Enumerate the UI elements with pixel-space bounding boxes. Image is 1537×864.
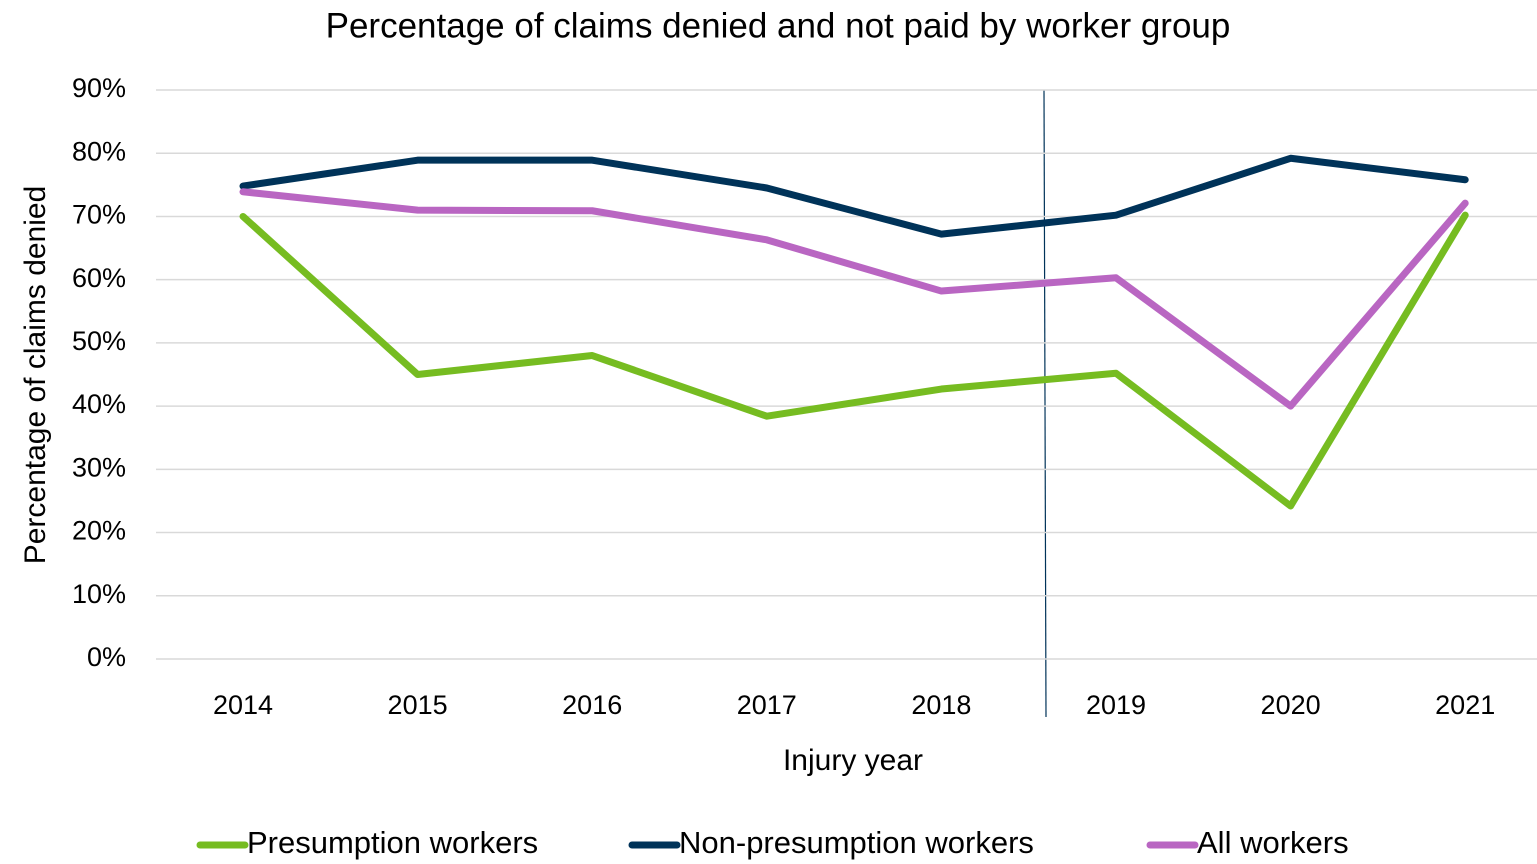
x-tick-label: 2021 xyxy=(1435,690,1495,720)
data-line xyxy=(239,154,1469,238)
x-tick-label: 2016 xyxy=(562,690,622,720)
y-tick-label: 30% xyxy=(72,452,126,482)
y-tick-label: 70% xyxy=(72,200,126,230)
legend-label: Non-presumption workers xyxy=(679,825,1034,860)
legend-label: All workers xyxy=(1197,825,1349,860)
y-tick-label: 50% xyxy=(72,326,126,356)
x-tick-label: 2018 xyxy=(911,690,971,720)
y-tick-label: 0% xyxy=(87,642,126,672)
x-tick-label: 2020 xyxy=(1261,690,1321,720)
y-tick-label: 20% xyxy=(72,516,126,546)
y-axis-label: Percentage of claims denied xyxy=(19,186,52,565)
chart-title: Percentage of claims denied and not paid… xyxy=(326,6,1231,45)
x-axis-label: Injury year xyxy=(783,744,923,777)
x-tick-label: 2017 xyxy=(737,690,797,720)
legend-label: Presumption workers xyxy=(247,825,538,860)
divider-line xyxy=(1043,89,1047,718)
x-tick-label: 2015 xyxy=(388,690,448,720)
y-tick-label: 90% xyxy=(72,73,126,103)
y-tick-label: 10% xyxy=(72,579,126,609)
y-tick-label: 80% xyxy=(72,136,126,166)
data-line xyxy=(239,188,1469,410)
data-line xyxy=(239,211,1469,510)
x-tick-label: 2019 xyxy=(1086,690,1146,720)
x-tick-label: 2014 xyxy=(213,690,273,720)
y-tick-label: 40% xyxy=(72,389,126,419)
y-tick-label: 60% xyxy=(72,263,126,293)
